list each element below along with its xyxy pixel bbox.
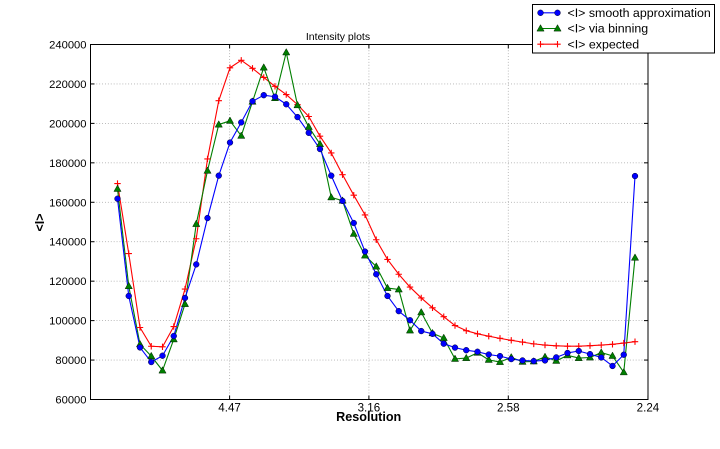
svg-text:120000: 120000 (49, 276, 86, 288)
svg-text:60000: 60000 (55, 395, 86, 407)
svg-text:200000: 200000 (49, 118, 86, 130)
svg-text:2.58: 2.58 (497, 402, 520, 415)
svg-text:<I>: <I> (33, 213, 47, 231)
svg-text:Intensity plots: Intensity plots (306, 31, 370, 43)
svg-text:160000: 160000 (49, 197, 86, 209)
svg-text:240000: 240000 (49, 40, 86, 52)
svg-text:220000: 220000 (49, 79, 86, 91)
svg-text:100000: 100000 (49, 316, 86, 328)
svg-text:3.16: 3.16 (358, 402, 381, 415)
svg-text:<I> via binning: <I> via binning (568, 22, 649, 36)
svg-text:180000: 180000 (49, 158, 86, 170)
svg-text:80000: 80000 (55, 355, 86, 367)
svg-text:4.47: 4.47 (218, 402, 241, 415)
svg-text:<I> smooth approximation: <I> smooth approximation (568, 6, 711, 20)
svg-text:<I> expected: <I> expected (568, 37, 640, 51)
svg-text:Resolution: Resolution (336, 410, 401, 424)
svg-text:140000: 140000 (49, 237, 86, 249)
svg-text:2.24: 2.24 (637, 402, 660, 415)
